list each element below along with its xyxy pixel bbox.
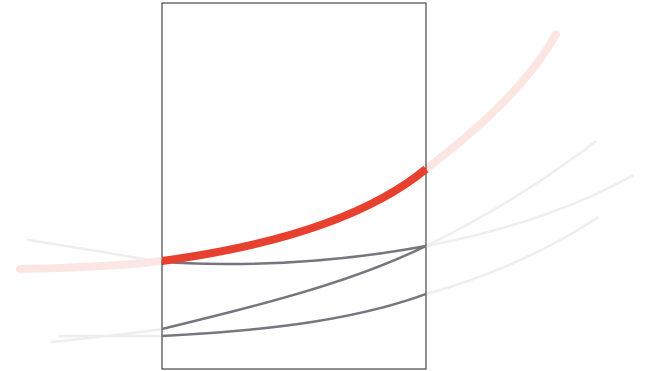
gray-curve-bottom xyxy=(161,292,427,338)
ghost-highlight-left xyxy=(16,257,166,273)
ghost-highlight-right xyxy=(422,30,560,173)
highlighted-curve xyxy=(161,165,429,265)
ghost-curve-top-left xyxy=(26,238,164,264)
ghost-curve-top-right xyxy=(424,174,634,248)
gray-curve-middle xyxy=(161,244,427,331)
ghost-curves xyxy=(16,30,634,344)
main-curves xyxy=(161,165,429,338)
gray-curve-top xyxy=(161,244,427,266)
ghost-curve-middle-right xyxy=(424,140,597,248)
plot-frame xyxy=(161,2,427,370)
ghost-curve-bottom-right xyxy=(424,216,599,296)
